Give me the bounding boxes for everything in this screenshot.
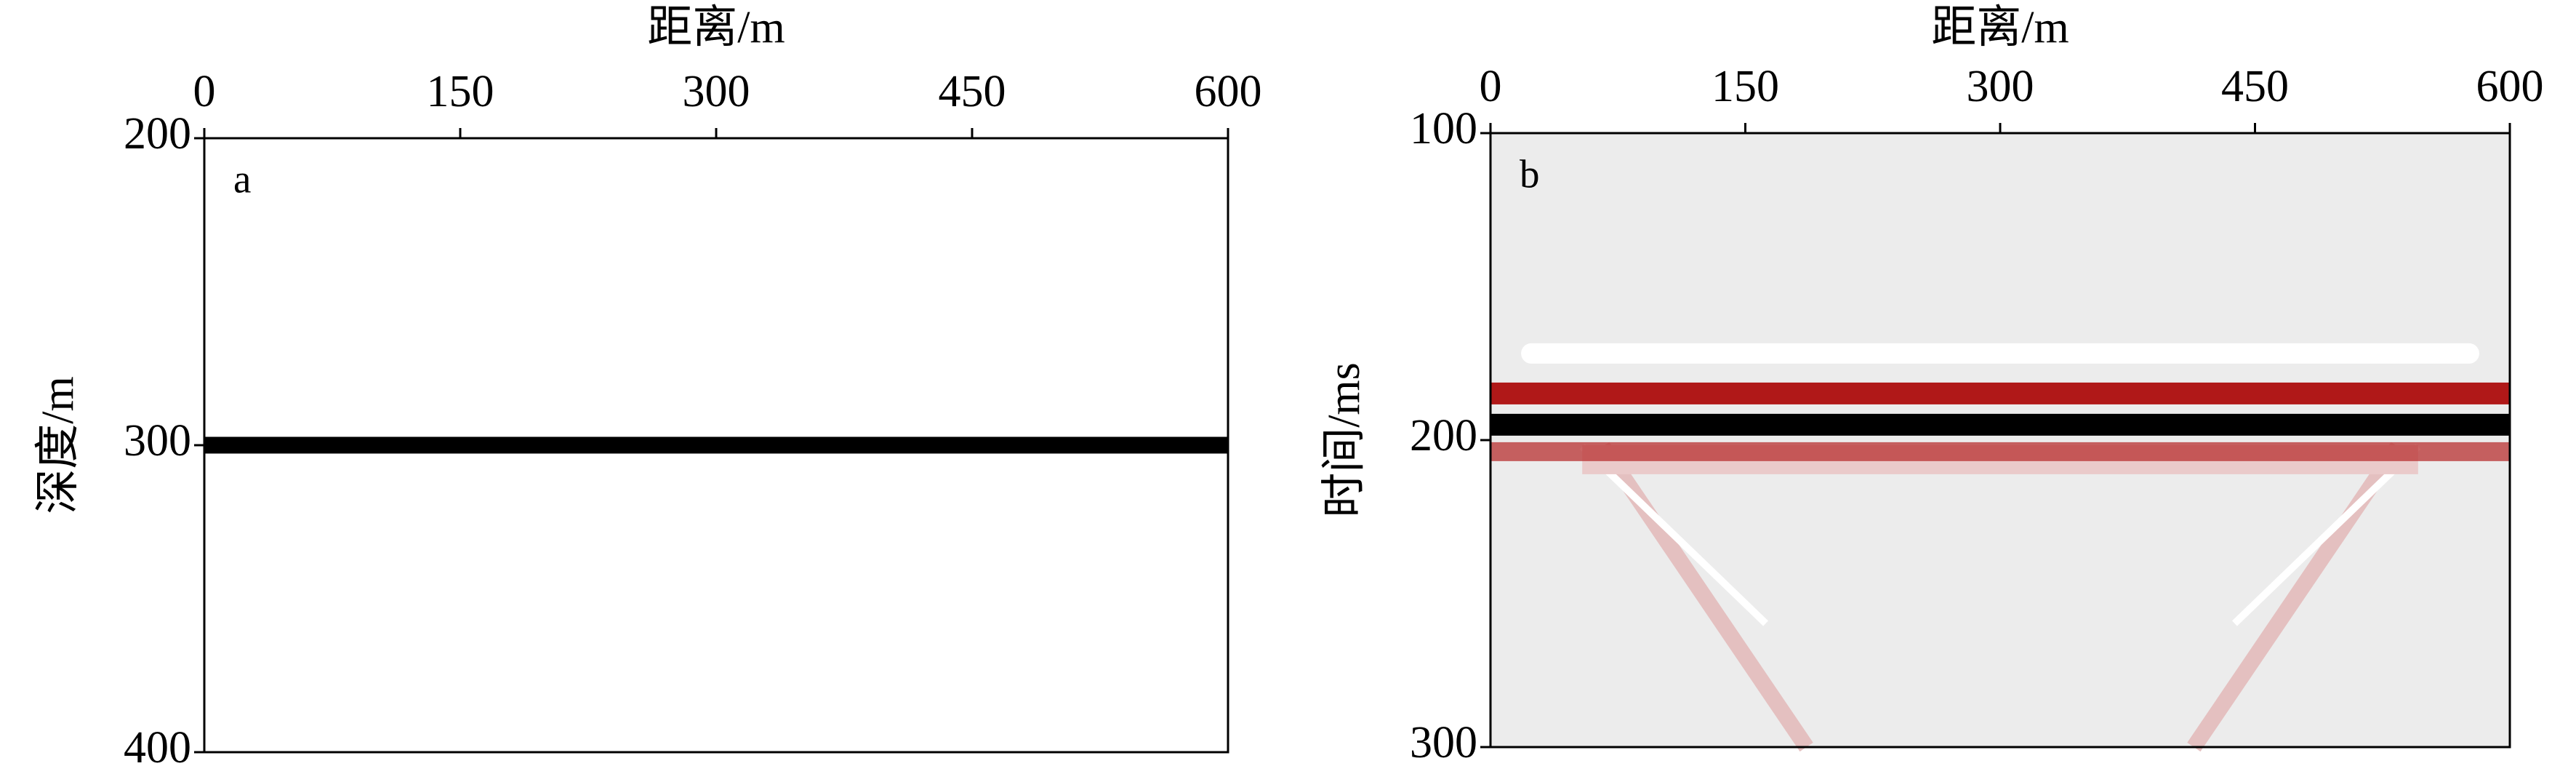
diffraction-tail	[1579, 444, 1769, 626]
x-tick-label: 300	[683, 67, 750, 116]
y-tick-label: 300	[124, 416, 191, 466]
x-tick-label: 600	[2476, 62, 2544, 111]
x-axis-title: 距离/m	[1931, 3, 2069, 52]
y-tick-label: 200	[1410, 411, 1477, 460]
x-tick-label: 0	[193, 67, 216, 116]
panel-label: a	[233, 157, 251, 202]
panel-label: b	[1520, 152, 1540, 196]
x-tick-label: 150	[1712, 62, 1779, 111]
x-tick-label: 300	[1967, 62, 2034, 111]
plot-background	[1490, 133, 2510, 747]
white-lobe	[1521, 343, 2479, 364]
x-axis-title: 距离/m	[647, 3, 785, 52]
x-tick-label: 600	[1195, 67, 1262, 116]
y-tick-label: 200	[124, 109, 191, 159]
y-axis-title: 深度/m	[33, 376, 83, 514]
y-tick-label: 400	[124, 723, 191, 773]
y-tick-label: 100	[1410, 104, 1477, 153]
red-lobe	[1490, 382, 2510, 404]
wavelet-decoration	[1490, 343, 2510, 752]
x-tick-label: 450	[2221, 62, 2289, 111]
y-tick-label: 300	[1410, 718, 1477, 767]
x-tick-label: 0	[1480, 62, 1502, 111]
x-tick-label: 150	[427, 67, 494, 116]
red-lobe	[1490, 442, 2510, 461]
x-tick-label: 450	[939, 67, 1006, 116]
y-axis-title: 时间/ms	[1320, 362, 1369, 518]
diffraction-tail	[2231, 444, 2421, 626]
